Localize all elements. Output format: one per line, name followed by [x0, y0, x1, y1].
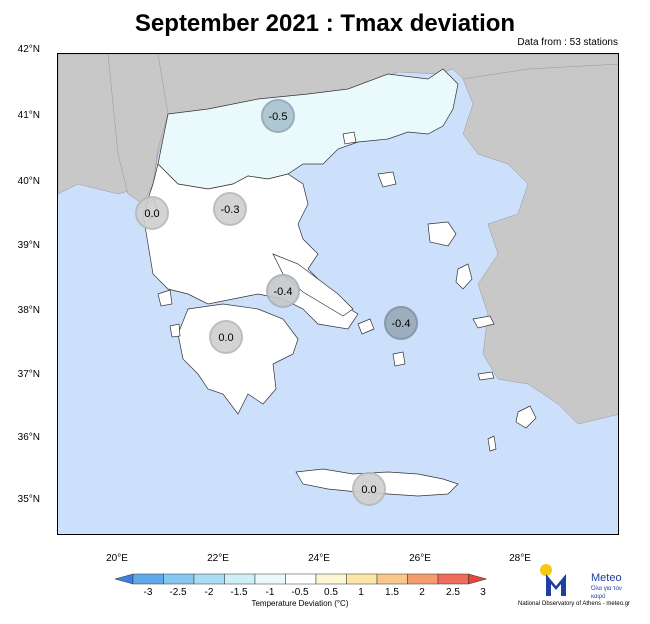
colorbar-cell — [254, 573, 286, 585]
lat-label-36: 36°N — [17, 432, 40, 443]
lon-label-28: 28°E — [509, 553, 531, 564]
island-karpathos — [487, 435, 497, 452]
neighbor-turkey — [462, 63, 618, 425]
colorbar-cell — [315, 573, 347, 585]
colorbar-title: Temperature Deviation (°C) — [251, 599, 349, 608]
logo-m-icon — [546, 574, 566, 596]
colorbar-tick: -1.5 — [230, 587, 248, 598]
region-peloponnese — [177, 303, 299, 415]
station-peloponnese[interactable]: 0.0 — [209, 320, 243, 354]
island-thasos — [342, 131, 357, 145]
colorbar-cell — [468, 573, 488, 585]
colorbar-tick: -3 — [143, 587, 153, 598]
lon-label-24: 24°E — [308, 553, 330, 564]
colorbar-cell — [132, 573, 164, 585]
colorbar-tick: 3 — [480, 587, 486, 598]
station-value: -0.4 — [392, 318, 411, 330]
station-crete[interactable]: 0.0 — [352, 472, 386, 506]
island-rhodes — [515, 405, 537, 429]
island-samos — [472, 315, 495, 329]
colorbar — [115, 573, 488, 585]
island-chios — [455, 263, 473, 290]
island-lesvos — [427, 221, 457, 247]
station-aegean[interactable]: -0.4 — [384, 306, 418, 340]
colorbar-tick: -2 — [204, 587, 214, 598]
colorbar-cell — [115, 573, 134, 585]
station-value: -0.4 — [274, 286, 293, 298]
colorbar-cell — [224, 573, 256, 585]
island-kefalonia — [157, 289, 173, 307]
logo-tagline: Όλα για τον καιρό — [591, 586, 622, 600]
colorbar-cell — [285, 573, 317, 585]
map-title: September 2021 : Tmax deviation — [134, 10, 516, 37]
colorbar-cell — [193, 573, 225, 585]
meteo-logo[interactable] — [538, 562, 588, 602]
colorbar-tick: 2 — [419, 587, 425, 598]
station-value: 0.0 — [218, 332, 233, 344]
colorbar-cell — [346, 573, 378, 585]
station-macedonia-thrace[interactable]: -0.5 — [261, 99, 295, 133]
island-limnos — [377, 171, 397, 188]
lat-label-38: 38°N — [17, 305, 40, 316]
colorbar-cell — [163, 573, 195, 585]
station-value: -0.3 — [221, 204, 240, 216]
lon-label-22: 22°E — [207, 553, 229, 564]
credit-text: National Observatory of Athens - meteo.g… — [518, 601, 631, 607]
map-area[interactable]: -0.5 0.0 -0.3 -0.4 0.0 -0.4 0.0 — [57, 53, 619, 535]
colorbar-tick: 1 — [358, 587, 364, 598]
colorbar-cell — [437, 573, 469, 585]
lat-label-42: 42°N — [17, 44, 40, 55]
lat-label-40: 40°N — [17, 176, 40, 187]
station-epirus[interactable]: 0.0 — [135, 196, 169, 230]
colorbar-cell — [407, 573, 439, 585]
station-central-greece[interactable]: -0.4 — [266, 274, 300, 308]
station-thessaly[interactable]: -0.3 — [213, 192, 247, 226]
station-value: -0.5 — [269, 111, 288, 123]
colorbar-tick: -2.5 — [169, 587, 187, 598]
island-andros — [357, 318, 375, 335]
lon-label-26: 26°E — [409, 553, 431, 564]
lat-label-35: 35°N — [17, 494, 40, 505]
station-count: Data from : 53 stations — [517, 37, 618, 48]
station-value: 0.0 — [361, 484, 376, 496]
colorbar-cell — [376, 573, 408, 585]
colorbar-tick: -0.5 — [291, 587, 309, 598]
lat-label-39: 39°N — [17, 240, 40, 251]
station-value: 0.0 — [144, 208, 159, 220]
lat-label-37: 37°N — [17, 369, 40, 380]
island-naxos — [392, 351, 406, 367]
lon-label-20: 20°E — [106, 553, 128, 564]
colorbar-tick: 1.5 — [385, 587, 399, 598]
sun-icon — [540, 564, 552, 576]
island-kos — [477, 371, 495, 381]
island-zakynthos — [169, 323, 181, 338]
colorbar-tick: 2.5 — [446, 587, 460, 598]
logo-name: Meteo — [591, 572, 622, 584]
colorbar-tick: 0.5 — [324, 587, 338, 598]
colorbar-tick: -1 — [265, 587, 275, 598]
map-svg: -0.5 0.0 -0.3 -0.4 0.0 -0.4 0.0 — [58, 54, 618, 534]
lat-label-41: 41°N — [17, 110, 40, 121]
